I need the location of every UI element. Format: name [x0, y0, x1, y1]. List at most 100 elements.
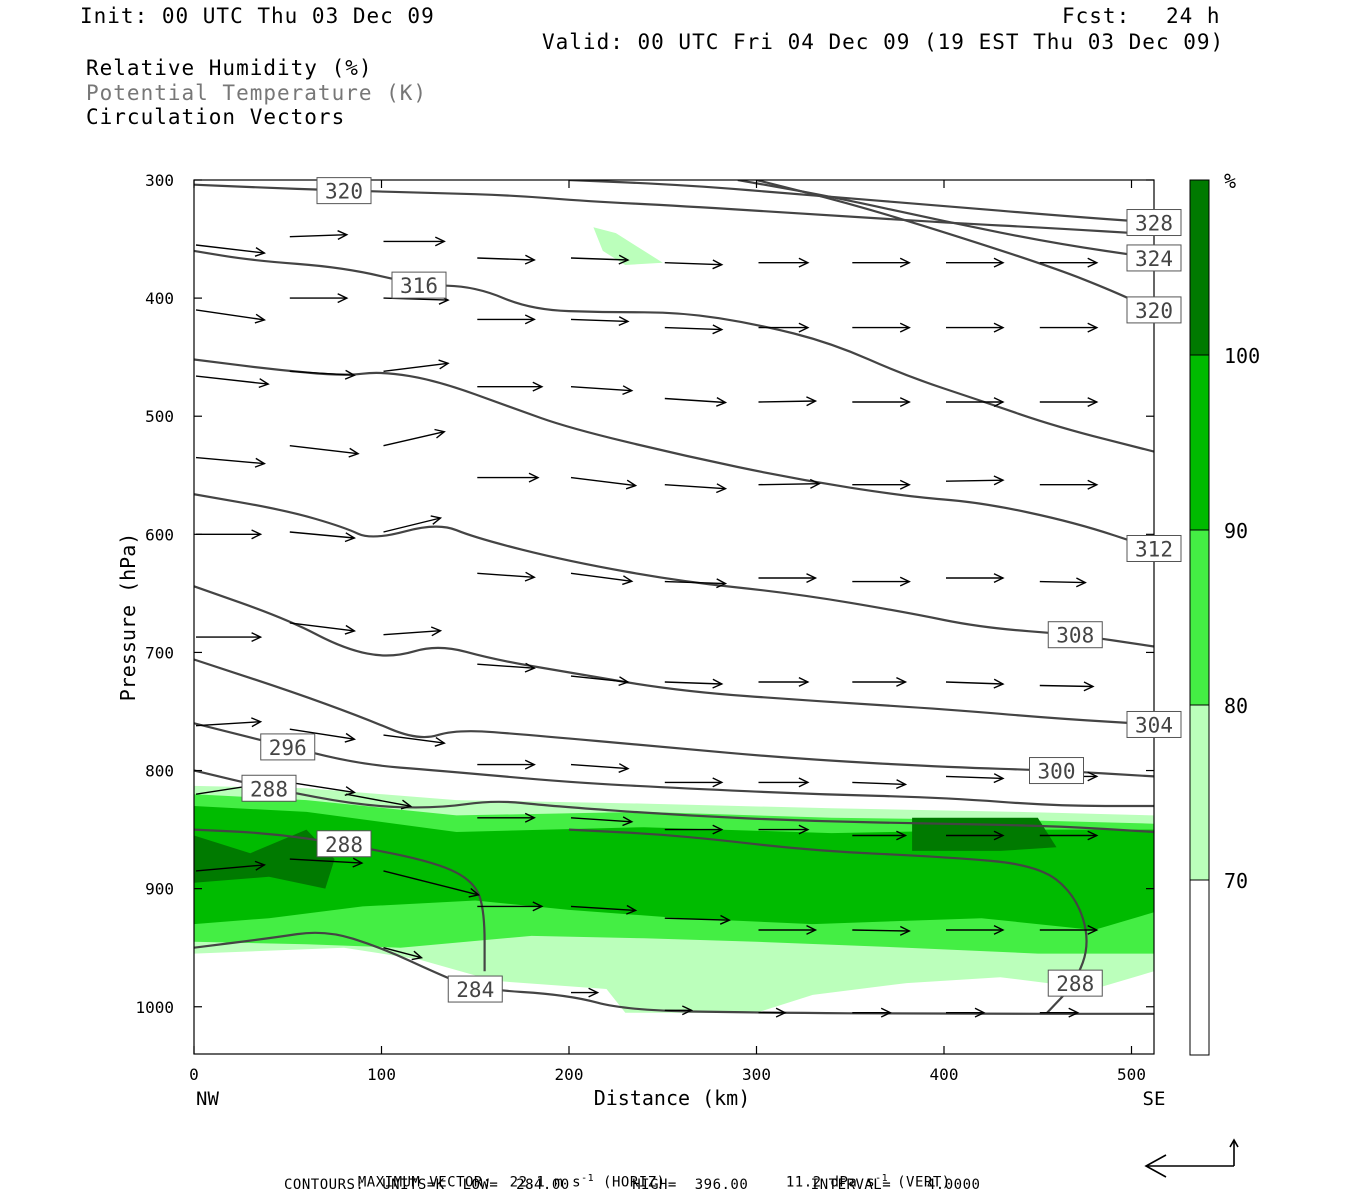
vector-head [532, 381, 544, 392]
circulation-vector [570, 316, 630, 327]
circulation-vector [1039, 479, 1099, 490]
colorbar-unit: % [1224, 169, 1236, 193]
vector-head [993, 773, 1005, 784]
colorbar-level-label: 70 [1224, 869, 1248, 893]
x-tick-label: 300 [742, 1065, 771, 1084]
vector-head [1087, 830, 1099, 841]
vector-shaft [289, 370, 355, 376]
vector-head [880, 1007, 892, 1018]
y-tick-label: 600 [145, 525, 174, 544]
circulation-vector [477, 662, 536, 673]
vector-head [798, 322, 810, 333]
vector-head [254, 313, 266, 324]
vector-shaft [1039, 684, 1094, 688]
colorbar-segment [1189, 529, 1210, 706]
vector-head [712, 259, 724, 270]
vector-head [798, 824, 810, 835]
vector-head [618, 316, 630, 327]
contour-label: 300 [1038, 760, 1076, 784]
vector-shaft [945, 479, 1004, 482]
circulation-vector [852, 397, 911, 408]
vector-head [798, 676, 810, 687]
max-vector-info: MAXIMUM VECTOR: 22.1 m s-1 (HORIZ) [340, 1157, 666, 1191]
vector-shaft [383, 870, 479, 896]
vector-shaft [383, 362, 449, 372]
vector-head [1087, 924, 1099, 935]
vector-shaft [664, 484, 726, 490]
max-vector-vertical: 11.2 dPa s [785, 1174, 876, 1191]
vector-head [468, 887, 481, 898]
vector-head [622, 575, 634, 586]
vector-shaft [477, 257, 535, 261]
circulation-vector [383, 236, 446, 247]
vector-shaft [195, 864, 265, 872]
vector-shaft [383, 431, 445, 447]
contour-label: 288 [1056, 972, 1094, 996]
vector-shaft [289, 234, 347, 238]
vector-head [622, 385, 634, 396]
circulation-vector [383, 359, 450, 372]
vector-head [254, 247, 266, 257]
vector-shaft [664, 580, 726, 585]
vector-head [618, 763, 630, 773]
vector-shaft [664, 917, 730, 921]
vector-head [251, 717, 263, 728]
contour-label-box [391, 271, 447, 299]
x-axis-label: Distance (km) [594, 1086, 751, 1110]
circulation-vector [570, 254, 630, 265]
theta-contour-288 [568, 828, 1088, 1014]
circulation-vector [1039, 924, 1099, 935]
contour-label-box [1126, 534, 1182, 562]
vector-head [618, 676, 630, 687]
vector-shaft [758, 483, 820, 486]
circulation-vector [570, 675, 630, 687]
contour-label-box [1126, 296, 1182, 324]
vector-head [588, 987, 600, 998]
circulation-vector [195, 717, 263, 728]
vector-shaft [195, 456, 265, 465]
circulation-vector [852, 1007, 892, 1018]
vector-head [337, 230, 349, 241]
circulation-vector [758, 573, 818, 584]
vector-head [806, 396, 818, 407]
circulation-vector [664, 914, 732, 925]
circulation-vector [477, 759, 536, 770]
circulation-vector [664, 1005, 694, 1016]
circulation-vector [758, 478, 821, 489]
vector-shaft [664, 262, 722, 266]
circulation-vector [1039, 681, 1095, 692]
theta-contour-316 [194, 249, 1154, 453]
vector-head [524, 662, 536, 673]
vector-head [524, 759, 536, 770]
circulation-vector [664, 324, 724, 335]
circulation-vector [383, 947, 424, 961]
circulation-vector [946, 830, 1005, 841]
circulation-vector [1039, 577, 1087, 588]
colorbar-level-label: 100 [1224, 344, 1260, 368]
circulation-vector [946, 257, 1005, 268]
circulation-vector [477, 254, 536, 265]
x-tick-label: 400 [930, 1065, 959, 1084]
vector-head [712, 678, 724, 689]
vector-shaft [570, 318, 629, 323]
vector-head [251, 632, 263, 643]
circulation-vector [195, 244, 266, 257]
vector-head [806, 573, 818, 584]
vector-head [344, 732, 356, 743]
vector-shaft [570, 572, 632, 582]
vector-head [524, 254, 536, 265]
circulation-vector [946, 397, 1005, 408]
contour-label: 284 [456, 978, 494, 1002]
vector-head [625, 479, 638, 490]
contour-label: 316 [400, 274, 438, 298]
y-tick-label: 300 [145, 171, 174, 190]
y-tick-label: 700 [145, 643, 174, 662]
vector-head [809, 478, 821, 489]
vector-shaft [383, 947, 422, 959]
vector-shaft [664, 326, 722, 331]
circulation-vector [383, 428, 446, 447]
vector-head [344, 532, 357, 543]
x-end-label-se: SE [1143, 1088, 1166, 1110]
contour-label-box [1047, 969, 1103, 997]
circulation-vector [477, 314, 536, 325]
